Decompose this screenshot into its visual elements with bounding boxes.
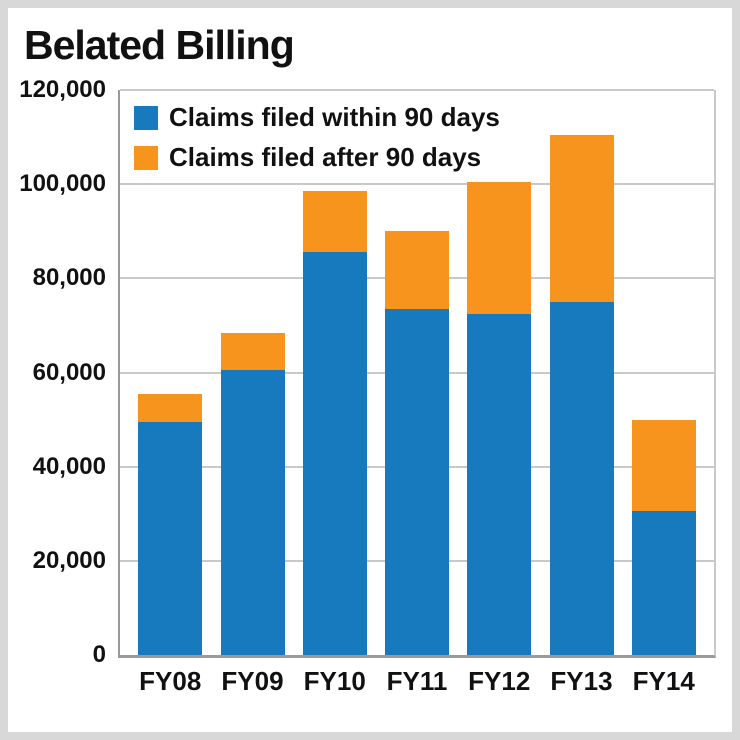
legend-item-within-90: Claims filed within 90 days (134, 102, 500, 133)
chart-title: Belated Billing (24, 22, 295, 68)
bar-segment-after-90 (467, 181, 532, 314)
bar-segment-within-90 (138, 421, 203, 655)
bar-fy08 (138, 90, 203, 655)
x-axis-tick-label: FY12 (468, 666, 531, 696)
x-axis-tick-label: FY09 (221, 666, 284, 696)
legend-label-after-90: Claims filed after 90 days (169, 142, 482, 172)
y-axis-tick-label: 100,000 (19, 170, 106, 198)
bar-segment-after-90 (220, 332, 285, 371)
y-axis-tick-label: 40,000 (32, 452, 106, 480)
x-axis-tick-label: FY11 (386, 666, 448, 696)
y-axis-tick-label: 0 (92, 641, 106, 668)
gridline (120, 89, 714, 91)
bar-segment-within-90 (302, 252, 367, 655)
bar-fy10 (302, 90, 367, 655)
bar-fy13 (549, 90, 614, 655)
bar-fy14 (631, 90, 696, 655)
bar-segment-within-90 (467, 313, 532, 655)
legend-item-after-90: Claims filed after 90 days (134, 142, 500, 173)
y-axis-tick-label: 60,000 (32, 358, 106, 386)
bar-segment-after-90 (385, 231, 449, 309)
stacked-bar-chart: Claims filed within 90 days Claims filed… (18, 76, 720, 720)
y-axis-tick-label: 120,000 (19, 76, 106, 103)
y-axis-tick-label: 20,000 (32, 546, 106, 574)
bar-segment-within-90 (549, 301, 614, 655)
gridline (120, 183, 714, 186)
bar-fy11 (385, 90, 449, 655)
bar-segment-within-90 (385, 308, 449, 655)
bar-segment-after-90 (302, 191, 367, 253)
legend-swatch-within-90 (134, 105, 158, 130)
y-axis-tick-label: 80,000 (32, 264, 106, 292)
legend-swatch-after-90 (134, 145, 158, 170)
bar-segment-after-90 (631, 419, 696, 512)
x-axis-tick-label: FY14 (632, 666, 695, 696)
bar-segment-after-90 (549, 134, 614, 302)
legend: Claims filed within 90 days Claims filed… (134, 102, 500, 173)
x-axis-tick-label: FY13 (550, 666, 613, 696)
bar-segment-within-90 (220, 370, 285, 655)
x-axis-labels: FY08 FY09 FY10 FY11 FY12 FY13 FY14 (120, 666, 714, 697)
x-axis-tick-label: FY10 (303, 666, 366, 696)
bars-container (120, 90, 714, 655)
bar-segment-within-90 (631, 511, 696, 655)
bar-segment-after-90 (138, 393, 203, 422)
x-axis-tick-label: FY08 (139, 666, 202, 696)
bar-fy09 (220, 90, 285, 655)
plot-area: Claims filed within 90 days Claims filed… (118, 89, 716, 658)
legend-label-within-90: Claims filed within 90 days (169, 102, 500, 132)
bar-fy12 (467, 90, 532, 655)
